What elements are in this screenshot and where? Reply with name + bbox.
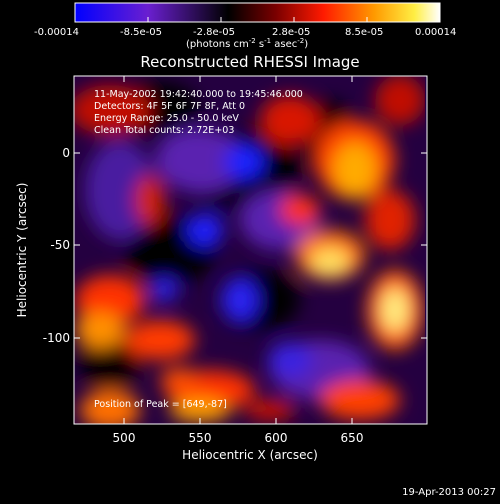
x-tick-label: 600 — [265, 431, 288, 445]
info-line-energy: Energy Range: 25.0 - 50.0 keV — [94, 113, 239, 124]
y-axis-ticks — [74, 152, 427, 339]
info-line-time: 11-May-2002 19:42:40.000 to 19:45:46.000 — [94, 89, 303, 100]
footer-timestamp: 19-Apr-2013 00:27 — [402, 487, 496, 498]
colorbar-ticks — [74, 17, 441, 22]
colorbar-tick-label: 0.00014 — [415, 27, 456, 38]
y-axis-label: Heliocentric Y (arcsec) — [15, 183, 29, 318]
x-axis-label: Heliocentric X (arcsec) — [182, 448, 318, 462]
info-line-detectors: Detectors: 4F 5F 6F 7F 8F, Att 0 — [94, 101, 245, 112]
x-tick-label: 550 — [189, 431, 212, 445]
colorbar — [74, 2, 441, 23]
x-axis-ticks — [123, 76, 353, 424]
colorbar-tick-label: 2.8e-05 — [272, 27, 310, 38]
plot-title: Reconstructed RHESSI Image — [140, 53, 359, 71]
colorbar-tick-label: -8.5e-05 — [120, 27, 162, 38]
y-tick-label: 0 — [62, 146, 70, 160]
info-line-counts: Clean Total counts: 2.72E+03 — [94, 125, 234, 136]
colorbar-tick-label: -0.00014 — [34, 27, 79, 38]
peak-position-text: Position of Peak = [649,-87] — [94, 399, 227, 410]
colorbar-tick-label: -2.8e-05 — [193, 27, 235, 38]
y-tick-label: -50 — [50, 238, 70, 252]
colorbar-tick-label: 8.5e-05 — [345, 27, 383, 38]
x-tick-label: 500 — [113, 431, 136, 445]
colorbar-unit-label: (photons cm-2 s-1 asec-2) — [186, 37, 308, 50]
y-tick-label: -100 — [43, 331, 70, 345]
x-tick-label: 650 — [341, 431, 364, 445]
plot-frame — [73, 75, 428, 425]
rhessi-image-map — [74, 76, 427, 424]
